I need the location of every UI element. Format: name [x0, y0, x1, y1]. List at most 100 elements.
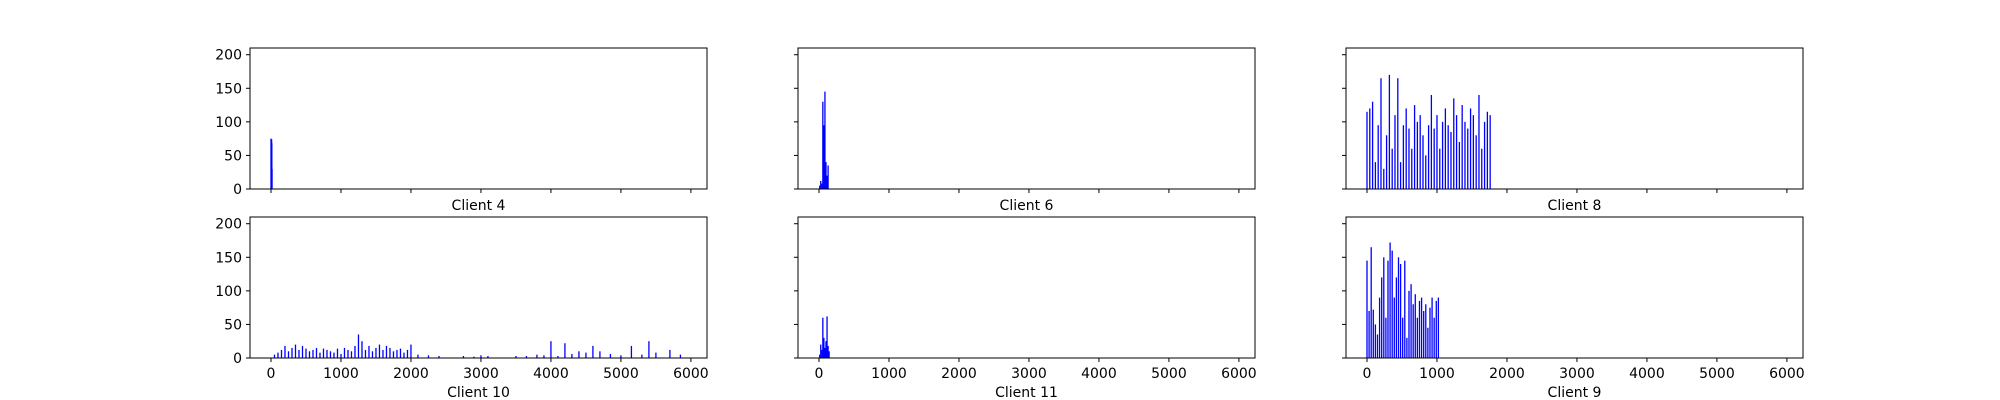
bar [1458, 142, 1461, 189]
x-tick-label: 4000 [1629, 366, 1665, 382]
bar [487, 355, 489, 358]
bar [825, 341, 827, 358]
bar [1368, 311, 1370, 358]
bar [821, 183, 823, 189]
bar [515, 355, 517, 358]
y-tick-label: 150 [215, 250, 242, 266]
bar [1433, 317, 1435, 358]
bar [1423, 311, 1425, 358]
bar [273, 354, 276, 358]
bar [291, 347, 293, 358]
bar [1412, 304, 1414, 358]
y-tick-label: 100 [215, 284, 242, 300]
bar [1411, 148, 1413, 189]
bar [301, 345, 304, 358]
bar [1431, 297, 1433, 358]
x-tick-label: 2000 [393, 366, 429, 382]
bar [1376, 334, 1379, 358]
bar [1404, 260, 1406, 358]
bar [585, 352, 587, 358]
bar [389, 347, 391, 358]
bar [1435, 300, 1437, 358]
bar [1405, 108, 1407, 189]
bar-series [1366, 74, 1491, 189]
bar [1467, 128, 1469, 189]
bar [385, 345, 388, 358]
bar [294, 344, 297, 358]
bar [1444, 108, 1447, 189]
bar [827, 345, 829, 358]
bar [361, 341, 363, 358]
bar [1425, 304, 1427, 358]
bar [480, 355, 482, 358]
bar [417, 354, 419, 358]
y-tick-label: 50 [224, 148, 242, 164]
bar [284, 345, 286, 358]
bar [820, 180, 822, 189]
x-tick-label: 4000 [1081, 366, 1117, 382]
bar [1436, 115, 1438, 189]
bar [826, 316, 828, 358]
bar [473, 356, 475, 358]
bar [322, 348, 325, 358]
bar [1381, 277, 1383, 358]
bar [550, 341, 552, 358]
bar [1385, 135, 1388, 189]
bar [564, 343, 566, 358]
subplot-client-9: 0 1000 2000 3000 4000 5000 6000 Client 9 [1342, 216, 1805, 400]
y-tick-label: 200 [215, 48, 242, 64]
bar [1483, 121, 1486, 189]
bar [1366, 260, 1368, 358]
x-axis-label: Client 6 [1000, 198, 1054, 214]
bar [1370, 247, 1372, 358]
y-tick-label: 50 [224, 317, 242, 333]
bar [1481, 148, 1483, 189]
bar [648, 341, 650, 358]
bar [1437, 297, 1440, 358]
bar [396, 349, 398, 358]
x-tick-label: 1000 [871, 366, 907, 382]
bar [1389, 242, 1391, 358]
bar [350, 351, 353, 358]
bar [1395, 277, 1398, 358]
bar [655, 352, 657, 358]
y-tick-label: 200 [215, 217, 242, 233]
x-tick-label: 0 [267, 366, 276, 382]
bar [1397, 78, 1399, 189]
x-tick-label: 6000 [1221, 366, 1257, 382]
bar [1427, 327, 1429, 358]
bar [308, 351, 311, 358]
y-tick-label: 0 [233, 182, 242, 198]
bar [823, 337, 825, 358]
x-tick-label: 6000 [673, 366, 709, 382]
axes-frame [1345, 47, 1804, 190]
bar [1478, 95, 1480, 189]
bar [371, 351, 374, 358]
x-tick-label: 4000 [533, 366, 569, 382]
bar [403, 352, 405, 358]
subplot-client-4: 0 50 100 150 200 Client 4 [215, 47, 708, 214]
bar [1408, 290, 1410, 358]
bar [1399, 264, 1402, 358]
bar [1416, 121, 1419, 189]
x-tick-label: 5000 [1151, 366, 1187, 382]
bar [287, 351, 290, 358]
bar [1439, 148, 1441, 189]
bar-series [1366, 242, 1440, 358]
bar [343, 347, 346, 358]
bar [392, 351, 395, 358]
bar [1408, 128, 1410, 189]
bar [824, 91, 826, 189]
y-tick-label: 150 [215, 81, 242, 97]
bar [1399, 162, 1402, 189]
bar [277, 352, 279, 358]
bar [1429, 307, 1431, 358]
bar [609, 353, 612, 358]
bar [1387, 260, 1389, 358]
bar [1406, 337, 1408, 358]
bar [822, 317, 824, 358]
x-tick-label: 1000 [1419, 366, 1455, 382]
bar [375, 347, 377, 358]
subplot-grid: 0 50 100 150 200 Client 4 Client 6 Client 8 0 50 1… [215, 47, 1805, 400]
